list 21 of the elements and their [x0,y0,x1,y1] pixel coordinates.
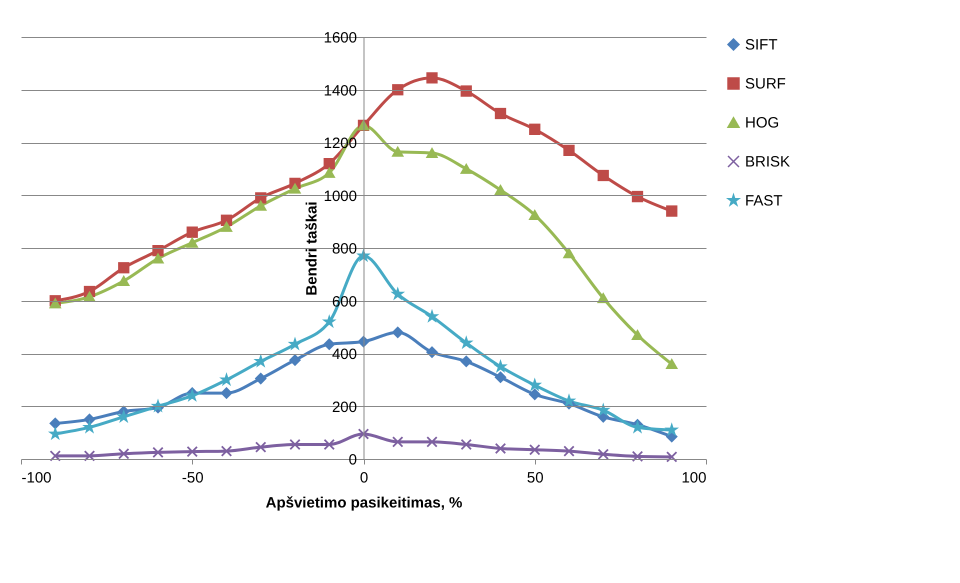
y-tick-label: 0 [348,452,357,468]
y-tick-label: 1400 [324,82,357,100]
legend-label: FAST [745,192,783,210]
y-tick-label: 800 [332,240,357,258]
y-tick-label: 1200 [324,135,357,152]
legend-label: BRISK [745,154,790,170]
x-tick-label: -50 [182,470,204,486]
legend-label: SIFT [745,36,778,54]
legend-label: SURF [745,76,786,92]
y-tick-label: 1600 [324,30,357,46]
x-tick-label: 0 [360,470,368,486]
x-axis-title: Apšvietimo pasikeitimas, % [266,494,462,512]
legend-label: HOG [745,114,780,132]
y-tick-label: 400 [332,346,357,363]
y-tick-label: 200 [332,398,357,416]
y-axis-title: Bendri taškai [304,201,321,296]
x-tick-label: -100 [22,470,52,486]
y-tick-label: 1000 [324,188,357,205]
y-tick-label: 600 [332,293,357,310]
x-tick-label: 50 [526,470,544,486]
x-tick-label: 100 [681,470,706,486]
